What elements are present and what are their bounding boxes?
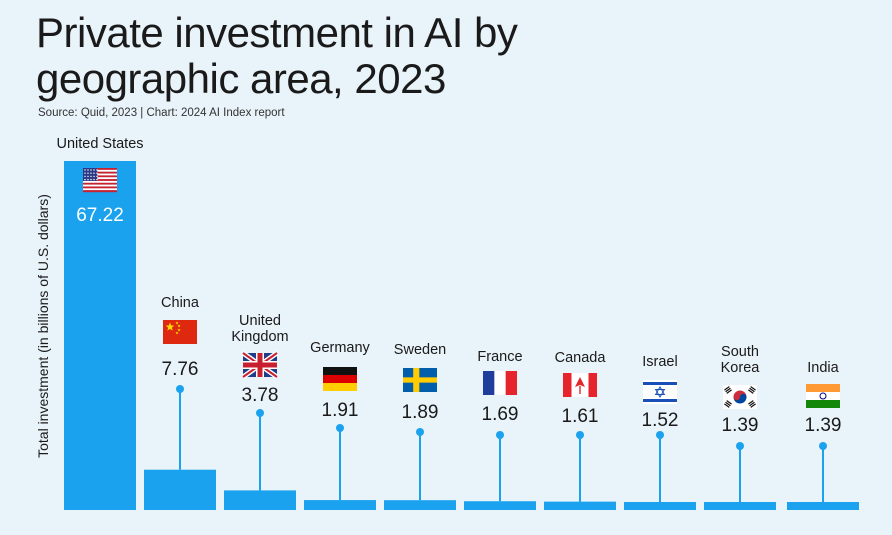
bar-india[interactable] — [787, 502, 859, 510]
value-label-united-states: 67.22 — [76, 205, 124, 226]
stem-dot-south-korea — [736, 442, 744, 450]
value-label-india: 1.39 — [805, 415, 842, 436]
category-label-india: India — [807, 360, 839, 376]
bar-united-states[interactable] — [64, 161, 136, 510]
bar-united-kingdom[interactable] — [224, 490, 296, 510]
france-flag-icon — [483, 371, 517, 395]
bar-china[interactable] — [144, 469, 216, 510]
chart-title-line-1: Private investment in AI by — [36, 9, 518, 56]
stem-dot-china — [176, 385, 184, 393]
canada-flag-icon — [563, 373, 597, 397]
category-label-china: China — [161, 295, 200, 311]
value-label-canada: 1.61 — [562, 406, 599, 427]
india-flag-icon — [806, 384, 840, 408]
germany-flag-icon — [323, 367, 357, 391]
category-label-sweden: Sweden — [394, 342, 446, 358]
value-label-france: 1.69 — [482, 404, 519, 425]
us-flag-icon — [83, 168, 117, 193]
value-label-united-kingdom: 3.78 — [242, 385, 279, 406]
uk-flag-icon — [241, 350, 279, 380]
value-label-sweden: 1.89 — [402, 402, 439, 423]
category-label-france: France — [477, 349, 522, 365]
category-label-united-kingdom: United Kingdom — [231, 313, 288, 345]
stem-dot-france — [496, 431, 504, 439]
y-axis-title: Total investment (in billions of U.S. do… — [35, 194, 51, 458]
stem-dot-sweden — [416, 428, 424, 436]
category-label-united-states: United States — [56, 136, 143, 152]
chart-title-line-2: geographic area, 2023 — [36, 55, 446, 102]
stem-dot-israel — [656, 431, 664, 439]
chart-source: Source: Quid, 2023 | Chart: 2024 AI Inde… — [38, 107, 285, 119]
china-flag-icon — [163, 320, 197, 344]
bar-sweden[interactable] — [384, 500, 456, 510]
bar-germany[interactable] — [304, 500, 376, 510]
south-korea-flag-icon — [723, 385, 757, 409]
category-label-south-korea: South Korea — [721, 344, 761, 376]
israel-flag-icon — [643, 380, 677, 404]
bar-canada[interactable] — [544, 501, 616, 510]
stem-dot-india — [819, 442, 827, 450]
sweden-flag-icon — [403, 368, 437, 392]
bar-israel[interactable] — [624, 502, 696, 510]
bar-south-korea[interactable] — [704, 502, 776, 510]
value-label-israel: 1.52 — [642, 410, 679, 431]
category-label-canada: Canada — [555, 350, 607, 366]
stem-dot-germany — [336, 424, 344, 432]
bar-france[interactable] — [464, 501, 536, 510]
category-label-germany: Germany — [310, 340, 370, 356]
value-label-china: 7.76 — [162, 359, 199, 380]
chart-title: Private investment in AI by geographic a… — [36, 10, 856, 102]
value-label-south-korea: 1.39 — [722, 415, 759, 436]
value-label-germany: 1.91 — [322, 400, 359, 421]
category-label-israel: Israel — [642, 354, 677, 370]
stem-dot-canada — [576, 431, 584, 439]
stem-dot-united-kingdom — [256, 409, 264, 417]
